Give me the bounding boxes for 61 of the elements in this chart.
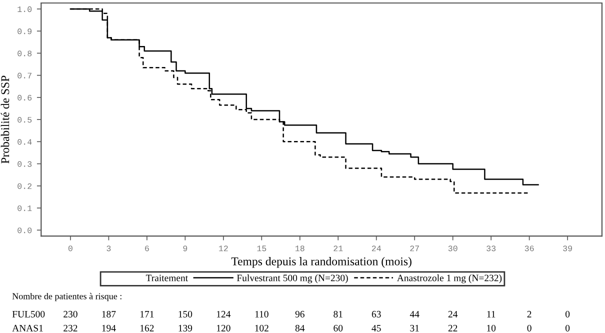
text: 0 xyxy=(527,324,532,332)
text: 171 xyxy=(140,310,154,318)
x-tick-label: 3 xyxy=(106,246,111,252)
text: 63 xyxy=(372,310,381,318)
text: 10 xyxy=(487,324,496,332)
x-tick-label: 15 xyxy=(257,246,266,252)
y-tick-label: 0.1 xyxy=(18,205,32,212)
x-tick-label: 6 xyxy=(145,246,149,252)
text: 31 xyxy=(410,324,419,332)
x-tick-label: 24 xyxy=(372,246,381,252)
y-tick-label: 0.9 xyxy=(18,28,32,34)
text: 232 xyxy=(64,324,78,332)
text: 11 xyxy=(487,310,496,318)
text: 0 xyxy=(566,310,570,318)
text: 96 xyxy=(295,310,304,318)
text: 102 xyxy=(255,324,268,332)
y-tick-label: 0.8 xyxy=(18,50,32,56)
y-tick-label: 0.2 xyxy=(18,183,32,189)
text: 24 xyxy=(448,310,458,318)
x-tick-label: 21 xyxy=(334,246,343,252)
legend-label: Anastrozole 1 mg (N=232) xyxy=(396,274,502,284)
text: 0 xyxy=(566,324,570,332)
legend-title: Traitement xyxy=(146,274,188,282)
text: 139 xyxy=(178,324,192,332)
text: 150 xyxy=(178,310,192,318)
text: 2 xyxy=(527,310,532,318)
x-tick-label: 18 xyxy=(295,246,304,252)
x-tick-label: 12 xyxy=(219,246,228,252)
x-tick-label: 33 xyxy=(486,246,496,252)
text: 81 xyxy=(334,310,342,318)
text: 110 xyxy=(255,310,268,318)
y-tick-label: 0.7 xyxy=(18,72,32,78)
x-tick-label: 9 xyxy=(183,246,188,252)
text: 230 xyxy=(64,310,78,318)
x-tick-label: 30 xyxy=(448,246,458,252)
y-tick-label: 0.6 xyxy=(18,94,32,101)
y-tick-label: 0.3 xyxy=(18,161,32,167)
y-tick-label: 1.0 xyxy=(18,6,32,12)
text: 187 xyxy=(102,310,116,318)
text: Nombre de patientes à risque : xyxy=(12,292,122,302)
text: 162 xyxy=(140,324,154,332)
y-tick-label: 0.0 xyxy=(18,228,32,234)
text: 84 xyxy=(295,324,305,332)
y-tick-label: 0.4 xyxy=(18,139,32,145)
text: 194 xyxy=(102,324,116,332)
text: ANAS1 xyxy=(12,324,43,332)
text: 124 xyxy=(216,310,231,318)
text: FUL500 xyxy=(12,310,45,318)
x-axis-title: Temps depuis la randomisation (mois) xyxy=(231,257,412,268)
text: 22 xyxy=(448,324,458,332)
text: 120 xyxy=(216,324,230,332)
legend-label: Fulvestrant 500 mg (N=230) xyxy=(236,274,348,284)
x-tick-label: 0 xyxy=(68,246,72,252)
x-tick-label: 27 xyxy=(410,246,419,252)
x-tick-label: 39 xyxy=(563,246,572,252)
y-tick-label: 0.5 xyxy=(18,116,32,123)
x-tick-label: 36 xyxy=(524,246,534,252)
text: 44 xyxy=(410,310,420,318)
text: 60 xyxy=(334,324,343,332)
y-axis-title: Probabilité de SSP xyxy=(0,76,10,164)
text: 45 xyxy=(372,324,381,332)
